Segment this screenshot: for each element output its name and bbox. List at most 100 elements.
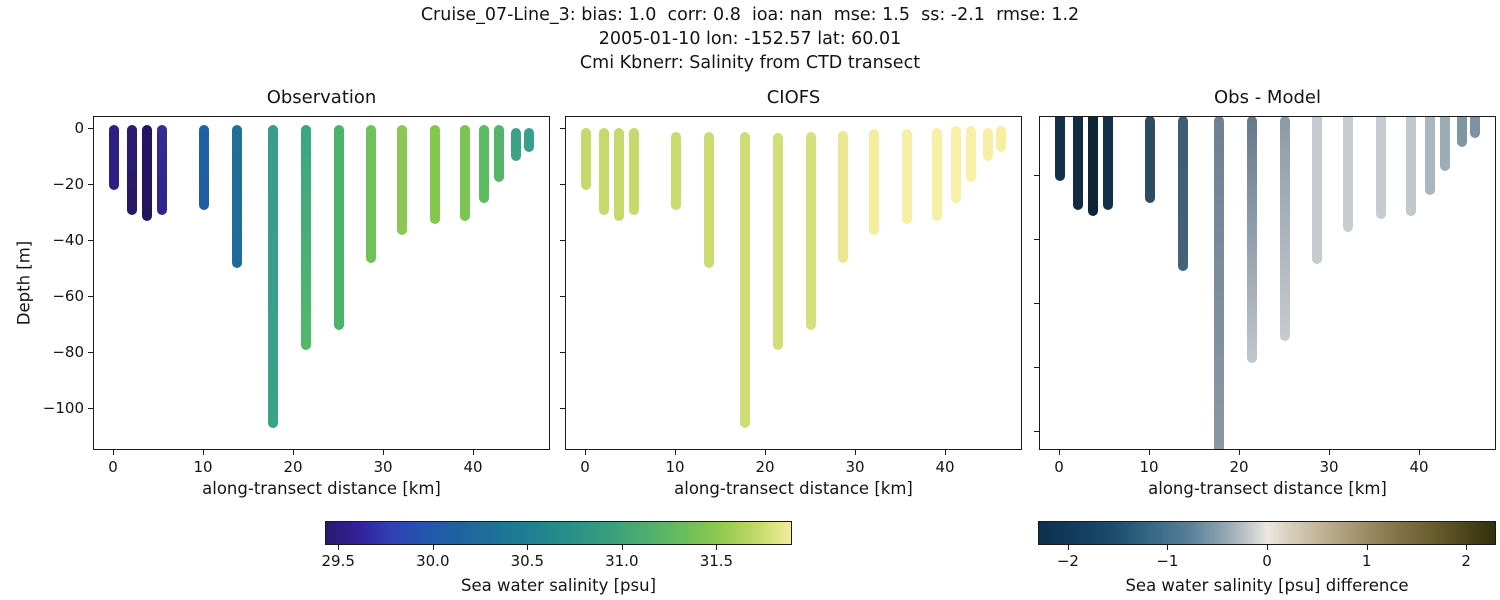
y-tick [1034,303,1039,304]
y-tick [560,184,565,185]
ctd-cast-bar [671,132,681,210]
ctd-cast-bar [581,127,591,190]
x-tick [765,450,766,455]
colorbar-tick-label: 30.0 [416,552,450,570]
ctd-cast-bar [1457,117,1468,148]
ctd-cast-bar [366,125,377,263]
ctd-cast-bar [614,127,625,221]
ctd-cast-bar [397,125,407,235]
colorbar-tick [1067,545,1069,550]
y-tick-label: −20 [52,175,84,193]
ctd-cast-bar [199,125,209,210]
ctd-cast-bar [156,125,167,216]
colorbar-tick-label: 0 [1262,552,1272,570]
ctd-cast-bar [1406,117,1416,217]
title-line-metrics: Cruise_07-Line_3: bias: 1.0 corr: 0.8 io… [420,5,1080,25]
x-tick [113,450,114,455]
plot-area-observation [93,116,550,450]
ctd-cast-bar [494,125,505,182]
ctd-cast-bar [1280,117,1290,341]
colorbar-tick [338,545,340,550]
colorbar-tick-label: 31.0 [605,552,639,570]
x-tick [1329,450,1330,455]
ctd-cast-bar [1343,117,1353,233]
y-tick-label: −80 [52,343,84,361]
ctd-cast-bar [704,132,715,269]
panel-title-observation: Observation [266,87,377,108]
plot-area-obs-minus-model [1039,116,1496,450]
ctd-cast-bar [1214,117,1225,449]
y-axis-label: Depth [m] [14,240,34,326]
ctd-cast-bar [806,132,816,330]
x-tick-label: 0 [580,458,590,476]
y-tick-label: −60 [52,287,84,305]
ctd-cast-bar [1469,117,1480,138]
ctd-cast-bar [1424,117,1435,196]
colorbar-tick [1267,545,1268,550]
ctd-cast-bar [1440,117,1451,172]
y-tick [1034,431,1039,432]
ctd-cast-bar [268,125,279,428]
x-tick-label: 0 [108,458,118,476]
ctd-cast-bar [966,126,977,182]
x-tick [1419,450,1420,455]
x-tick-label: 0 [1054,458,1064,476]
colorbar-tick-label: 2 [1461,552,1471,570]
ctd-cast-bar [334,125,344,330]
colorbar-tick [432,545,434,550]
ctd-cast-bar [109,125,119,190]
panel-title-obs-minus-model: Obs - Model [1214,87,1321,108]
y-tick-label: −100 [42,399,84,417]
ctd-cast-bar [430,125,441,224]
x-tick [1239,450,1240,455]
y-tick [1034,175,1039,176]
y-tick [560,128,565,129]
ctd-cast-bar [127,125,137,216]
x-tick [675,450,676,455]
ctd-cast-bar [740,132,751,428]
y-tick [560,296,565,297]
ctd-cast-bar [902,129,913,224]
colorbar-difference-label: Sea water salinity [psu] difference [1125,576,1409,595]
ctd-cast-bar [1055,117,1065,181]
x-tick [473,450,474,455]
figure-title: Cruise_07-Line_3: bias: 1.0 corr: 0.8 io… [0,3,1500,75]
x-tick [293,450,294,455]
panel-title-ciofs: CIOFS [766,87,821,108]
x-tick-label: 30 [1319,458,1339,476]
x-tick-label: 40 [935,458,955,476]
ctd-cast-bar [1088,117,1099,217]
ctd-cast-bar [599,127,609,216]
x-tick [1059,450,1060,455]
ctd-cast-bar [983,127,994,161]
colorbar-salinity-label: Sea water salinity [psu] [460,576,657,595]
x-tick-label: 20 [755,458,775,476]
y-tick [88,296,93,297]
ctd-cast-bar [1073,117,1083,210]
ctd-cast-bar [523,127,534,153]
colorbar-tick-label: −1 [1156,552,1179,570]
x-tick-label: 30 [373,458,393,476]
colorbar-tick-label: 30.5 [510,552,544,570]
title-line-variable: Cmi Kbnerr: Salinity from CTD transect [579,53,921,73]
y-tick [560,240,565,241]
x-axis-label-observation: along-transect distance [km] [202,479,441,498]
y-tick [88,408,93,409]
x-axis-label-ciofs: along-transect distance [km] [674,479,913,498]
colorbar-tick-label: 31.5 [699,552,734,570]
ctd-cast-bar [1312,117,1323,265]
x-tick [1149,450,1150,455]
ctd-cast-bar [232,125,243,269]
y-tick [560,408,565,409]
x-tick-label: 40 [463,458,483,476]
x-tick [945,450,946,455]
x-tick [585,450,586,455]
y-tick [88,240,93,241]
ctd-cast-bar [932,127,942,221]
x-tick-label: 40 [1409,458,1429,476]
colorbar-tick [716,545,718,550]
y-tick [1034,239,1039,240]
ctd-cast-bar [1376,117,1387,220]
ctd-cast-bar [995,126,1006,153]
colorbar-tick [1366,545,1368,550]
